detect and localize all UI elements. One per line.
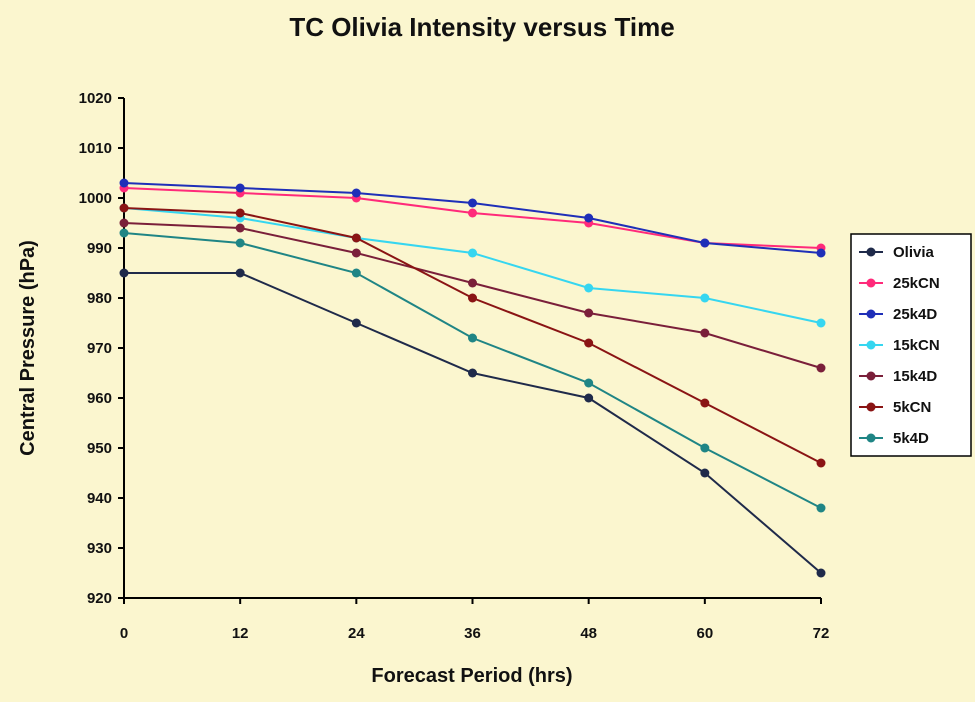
data-point-5k4d [235, 238, 245, 248]
legend-swatch-marker [866, 340, 876, 350]
legend-swatch-marker [866, 433, 876, 443]
data-point-25k4d [816, 248, 826, 258]
y-tick-label: 970 [87, 340, 112, 357]
data-point-25k4d [351, 188, 361, 198]
data-point-5k4d [700, 443, 710, 453]
data-point-25k4d [468, 198, 477, 208]
data-point-5k4d [351, 268, 361, 278]
data-point-5k4d [584, 378, 594, 388]
plot-area: 920 930 940 950 960 970 980 990 1000 1010 1020 0 12 2… [79, 90, 830, 642]
data-point-5kcn [584, 338, 594, 348]
x-tick-label: 24 [348, 625, 365, 642]
y-axis-label: Central Pressure (hPa) [17, 240, 39, 456]
y-tick-label: 930 [87, 540, 112, 557]
legend-label-olivia: Olivia [893, 244, 935, 261]
legend-label-15kcn: 15kCN [893, 337, 940, 354]
data-point-olivia [816, 568, 826, 578]
legend-label-5kcn: 5kCN [893, 399, 931, 416]
series-line-olivia [124, 272, 822, 574]
data-point-15kcn [584, 283, 594, 293]
data-point-5kcn [700, 398, 710, 408]
legend: Olivia 25kCN 25k4D 15kCN 15k4D 5kCN 5k4D [850, 233, 972, 457]
data-point-5k4d [119, 228, 129, 238]
data-point-15k4d [235, 223, 245, 233]
data-point-15k4d [468, 278, 477, 288]
series-line-15kcn [123, 207, 822, 324]
legend-label-25kcn: 25kCN [893, 275, 940, 292]
y-tick-label: 920 [87, 590, 112, 607]
data-point-15kcn [468, 248, 477, 258]
legend-label-25k4d: 25k4D [893, 306, 937, 323]
data-point-25k4d [119, 178, 129, 188]
legend-swatch-marker [866, 247, 876, 257]
data-point-15k4d [700, 328, 710, 338]
data-point-25kcn [468, 208, 477, 218]
x-tick-label: 60 [696, 625, 713, 642]
data-point-5kcn [119, 203, 129, 213]
data-point-5kcn [468, 293, 477, 303]
data-point-15k4d [584, 308, 594, 318]
y-tick-label: 990 [87, 240, 112, 257]
legend-label-5k4d: 5k4D [893, 430, 929, 447]
data-point-olivia [235, 268, 245, 278]
x-tick-label: 0 [120, 625, 128, 642]
y-tick-label: 1010 [79, 140, 112, 157]
y-tick-label: 940 [87, 490, 112, 507]
data-point-5k4d [468, 333, 477, 343]
legend-swatch-marker [866, 278, 876, 288]
y-tick-label: 950 [87, 440, 112, 457]
data-point-15k4d [816, 363, 826, 373]
x-tick-label: 12 [232, 625, 249, 642]
y-tick-label: 1000 [79, 190, 112, 207]
data-point-5kcn [816, 458, 826, 468]
data-point-5k4d [816, 503, 826, 513]
data-point-15k4d [119, 218, 129, 228]
data-point-25k4d [700, 238, 710, 248]
legend-label-15k4d: 15k4D [893, 368, 937, 385]
y-tick-label: 980 [87, 290, 112, 307]
data-point-olivia [468, 368, 477, 378]
legend-swatch-marker [866, 371, 876, 381]
y-tick-label: 960 [87, 390, 112, 407]
data-point-15kcn [700, 293, 710, 303]
legend-swatch-marker [866, 309, 876, 319]
data-point-5kcn [235, 208, 245, 218]
data-point-olivia [351, 318, 361, 328]
chart-title: TC Olivia Intensity versus Time [289, 12, 674, 42]
data-point-15kcn [816, 318, 826, 328]
data-point-olivia [584, 393, 594, 403]
x-tick-label: 72 [813, 625, 830, 642]
data-point-5kcn [351, 233, 361, 243]
x-axis-label: Forecast Period (hrs) [371, 665, 572, 687]
x-tick-label: 48 [580, 625, 597, 642]
data-point-15k4d [351, 248, 361, 258]
data-point-olivia [700, 468, 710, 478]
legend-swatch-marker [866, 402, 876, 412]
data-point-25k4d [584, 213, 594, 223]
data-point-olivia [119, 268, 129, 278]
x-tick-label: 36 [464, 625, 481, 642]
y-tick-label: 1020 [79, 90, 112, 107]
data-point-25k4d [235, 183, 245, 193]
